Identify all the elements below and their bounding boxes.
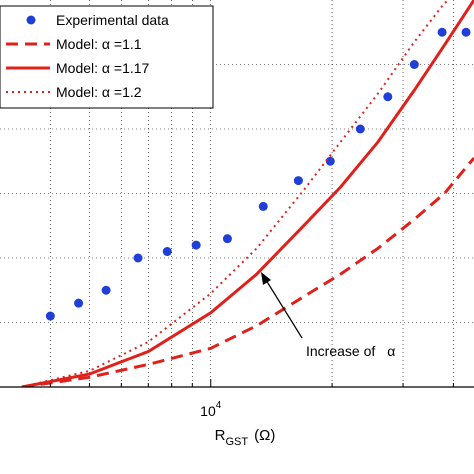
experimental-data-point [133, 253, 143, 263]
experimental-data-point [162, 247, 172, 257]
x-axis-title-unit: (Ω) [254, 427, 275, 444]
x-axis-title-sub: GST [226, 436, 249, 448]
axes [0, 379, 474, 388]
annotation-label: Increase of α [306, 343, 395, 359]
experimental-data-point [258, 201, 268, 211]
experimental-data-point [355, 124, 365, 134]
experimental-data-point [222, 234, 232, 244]
experimental-data-point [191, 240, 201, 250]
x-axis-title-main: R [215, 427, 226, 444]
x-tick-base: 10 [200, 403, 216, 419]
annotation-text: Increase of [306, 343, 375, 359]
annotation-symbol: α [387, 343, 395, 359]
experimental-data-point [74, 298, 84, 308]
experimental-data-point [461, 27, 471, 37]
legend-label: Model: α =1.17 [56, 60, 150, 76]
svg-text:104: 104 [200, 400, 222, 419]
legend: Experimental data Model: α =1.1 Model: α =… [0, 5, 214, 109]
x-tick-exponent: 4 [216, 400, 222, 411]
annotation: Increase of α [261, 272, 395, 359]
experimental-data-point [409, 60, 419, 69]
annotation-arrow-line [265, 279, 303, 339]
legend-marker [26, 15, 36, 25]
experimental-data-point [101, 285, 111, 295]
x-tick-label: 104 [200, 400, 222, 419]
legend-label: Model: α =1.1 [56, 36, 142, 52]
annotation-arrowhead [261, 272, 271, 285]
experimental-data-point [325, 156, 335, 166]
experimental-data-point [383, 92, 393, 102]
model-line-1 [21, 157, 474, 387]
legend-label: Model: α =1.2 [56, 84, 142, 100]
x-axis-title: RGST (Ω) [215, 427, 276, 448]
experimental-data-point [437, 27, 447, 37]
plot-series [21, 0, 474, 387]
model-line-2 [21, 0, 474, 387]
legend-box [0, 5, 214, 109]
experimental-data-point [293, 176, 303, 186]
experimental-data-point [45, 311, 55, 321]
legend-label: Experimental data [56, 12, 169, 28]
